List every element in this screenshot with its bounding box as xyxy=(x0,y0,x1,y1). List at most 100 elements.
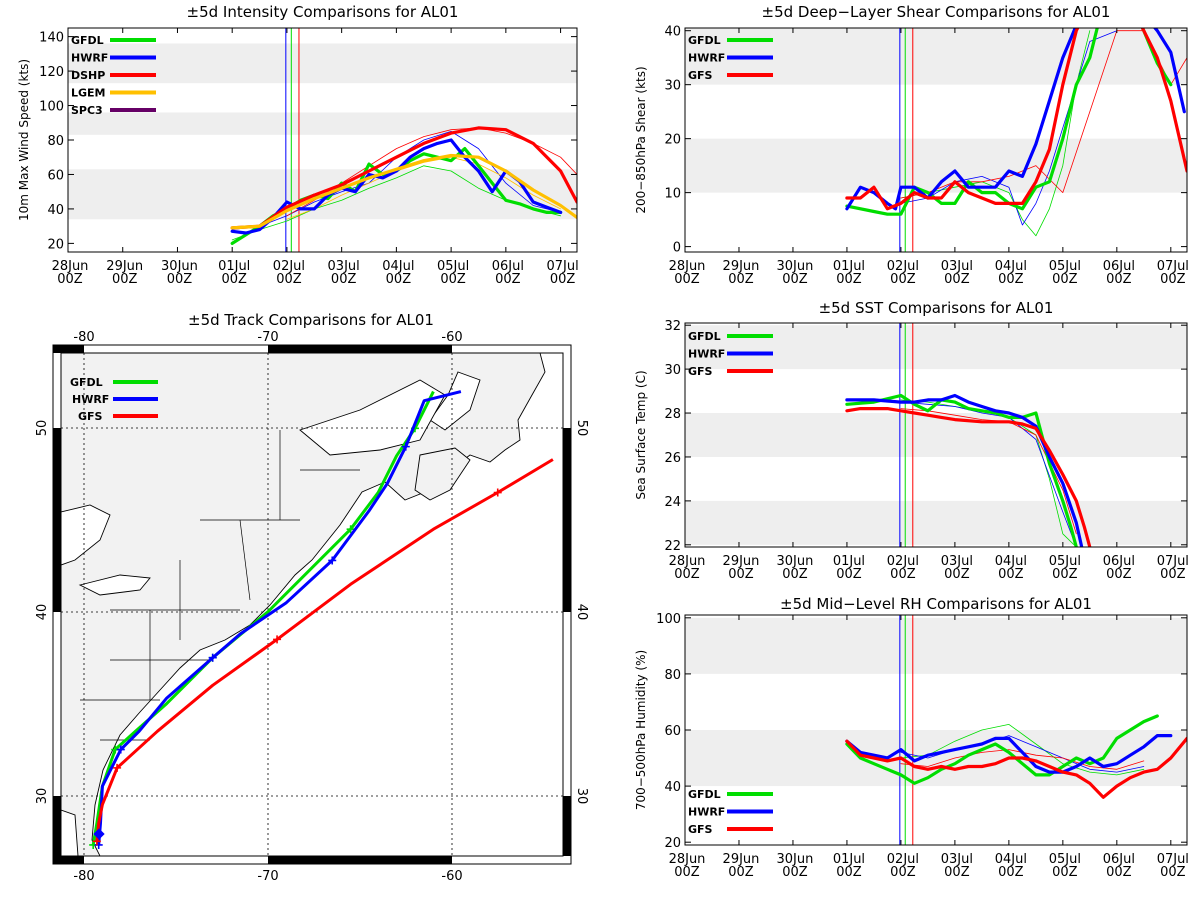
plot-frame xyxy=(684,322,1188,548)
x-tick-label-time: 00Z xyxy=(998,272,1024,287)
x-tick-label-date: 02Jul xyxy=(273,259,305,274)
series-line-gfs xyxy=(845,28,1187,211)
series-line-lgem-thin xyxy=(286,156,561,220)
x-tick-label-date: 06Jul xyxy=(1103,554,1135,569)
chart-title: ±5d SST Comparisons for AL01 xyxy=(819,299,1054,317)
x-tick-label-time: 00Z xyxy=(890,865,916,880)
x-tick-label-date: 01Jul xyxy=(833,554,865,569)
map-lat-label-left: 30 xyxy=(35,788,50,805)
legend-label-lgem: LGEM xyxy=(71,87,106,100)
y-tick-label: 60 xyxy=(47,168,64,183)
track-point-gfdl xyxy=(346,525,355,534)
legend-label-gfdl: GFDL xyxy=(71,34,104,47)
shaded-band xyxy=(685,325,1187,370)
x-tick-label-date: 04Jul xyxy=(382,259,414,274)
x-tick-label-time: 00Z xyxy=(674,865,700,880)
x-tick-label-time: 00Z xyxy=(112,272,138,287)
legend-label-gfs: GFS xyxy=(688,365,713,378)
map-lon-label-top: -60 xyxy=(441,330,462,345)
x-tick-label-date: 01Jul xyxy=(218,259,250,274)
y-axis-label: 700−500hPa Humidity (%) xyxy=(634,650,648,810)
x-tick-label-time: 00Z xyxy=(1160,567,1186,582)
x-tick-label-date: 29Jun xyxy=(723,852,760,867)
x-tick-label-time: 00Z xyxy=(998,865,1024,880)
x-tick-label-time: 00Z xyxy=(728,567,754,582)
x-tick-label-time: 00Z xyxy=(836,272,862,287)
x-tick-label-date: 30Jun xyxy=(777,259,814,274)
x-tick-label-time: 00Z xyxy=(276,272,302,287)
x-tick-label-time: 00Z xyxy=(674,272,700,287)
series-line-gfs xyxy=(845,407,1092,547)
x-tick-label-date: 06Jul xyxy=(492,259,524,274)
legend-label-gfs: GFS xyxy=(78,410,103,423)
x-tick-label-time: 00Z xyxy=(944,272,970,287)
legend-label-hwrf: HWRF xyxy=(72,393,109,406)
x-tick-label-time: 00Z xyxy=(728,865,754,880)
series-line-dshp xyxy=(230,126,577,230)
x-tick-label-time: 00Z xyxy=(836,567,862,582)
shaded-band xyxy=(685,500,1187,545)
y-tick-label: 20 xyxy=(664,836,681,851)
x-tick-label-date: 01Jul xyxy=(833,259,865,274)
legend-label-hwrf: HWRF xyxy=(688,52,725,65)
series-group xyxy=(845,28,1187,237)
legend-label-gfdl: GFDL xyxy=(70,376,103,389)
legend-label-gfdl: GFDL xyxy=(688,788,721,801)
shaded-band xyxy=(685,138,1187,193)
x-tick-label-date: 29Jun xyxy=(723,554,760,569)
intensity-chart: ±5d Intensity Comparisons for AL01 20 40 60… xyxy=(17,3,579,287)
legend-label-hwrf: HWRF xyxy=(71,52,108,65)
x-tick-label-time: 00Z xyxy=(1106,567,1132,582)
x-tick-label-date: 03Jul xyxy=(328,259,360,274)
y-tick-label: 30 xyxy=(664,363,681,378)
track-map-title: ±5d Track Comparisons for AL01 xyxy=(188,311,434,329)
y-tick-label: 80 xyxy=(47,134,64,149)
x-tick-label-date: 07Jul xyxy=(1157,852,1189,867)
x-tick-label-date: 05Jul xyxy=(1049,259,1081,274)
legend-label-spc3: SPC3 xyxy=(71,104,103,117)
x-tick-label-time: 00Z xyxy=(728,272,754,287)
y-tick-label: 140 xyxy=(39,31,64,46)
track-point-hwrf xyxy=(328,556,337,565)
series-line-gfdl xyxy=(845,714,1159,785)
map-tick-labels: -80 -80 -70 -70 -60 -60 30 30 40 40 50 50 xyxy=(35,330,589,884)
x-tick-label-date: 06Jul xyxy=(1103,852,1135,867)
x-tick-label-date: 28Jun xyxy=(669,852,706,867)
legend-label-dshp: DSHP xyxy=(71,69,105,82)
track-lines xyxy=(89,390,554,849)
map-lat-label-left: 50 xyxy=(35,420,50,437)
y-tick-label: 80 xyxy=(664,668,681,683)
series-line-hwrf xyxy=(845,28,1186,211)
track-point-hwrf xyxy=(208,653,217,662)
y-tick-label: 40 xyxy=(664,25,681,40)
series-line-lgem xyxy=(230,153,577,230)
track-point-gfs xyxy=(493,488,502,497)
shear-chart: ±5d Deep−Layer Shear Comparisons for AL0… xyxy=(634,3,1189,287)
x-tick-label-time: 00Z xyxy=(998,567,1024,582)
legend-label-gfs: GFS xyxy=(688,69,713,82)
track-map-legend: GFDL HWRF GFS xyxy=(70,376,158,423)
y-tick-label: 26 xyxy=(664,451,681,466)
x-tick-label-time: 00Z xyxy=(1106,272,1132,287)
shaded-band xyxy=(685,413,1187,457)
x-tick-label-date: 07Jul xyxy=(1157,554,1189,569)
y-tick-label: 28 xyxy=(664,407,681,422)
legend-label-hwrf: HWRF xyxy=(688,806,725,819)
x-tick-label-date: 07Jul xyxy=(546,259,578,274)
x-tick-label-time: 00Z xyxy=(674,567,700,582)
x-tick-label-time: 00Z xyxy=(782,865,808,880)
series-line-gfs xyxy=(845,736,1187,799)
track-map-panel: ±5d Track Comparisons for AL01 xyxy=(35,311,589,884)
x-tick-label-date: 05Jul xyxy=(1049,554,1081,569)
x-tick-label-date: 05Jul xyxy=(437,259,469,274)
map-lat-label-left: 40 xyxy=(35,604,50,621)
y-tick-label: 24 xyxy=(664,495,681,510)
track-line-gfs xyxy=(95,458,554,842)
map-lon-label-bottom: -70 xyxy=(257,869,278,884)
x-tick-label-time: 00Z xyxy=(1160,865,1186,880)
map-lon-label-bottom: -80 xyxy=(73,869,94,884)
track-point-gfs xyxy=(113,763,122,772)
x-tick-label-date: 04Jul xyxy=(995,852,1027,867)
x-tick-label-time: 00Z xyxy=(782,272,808,287)
